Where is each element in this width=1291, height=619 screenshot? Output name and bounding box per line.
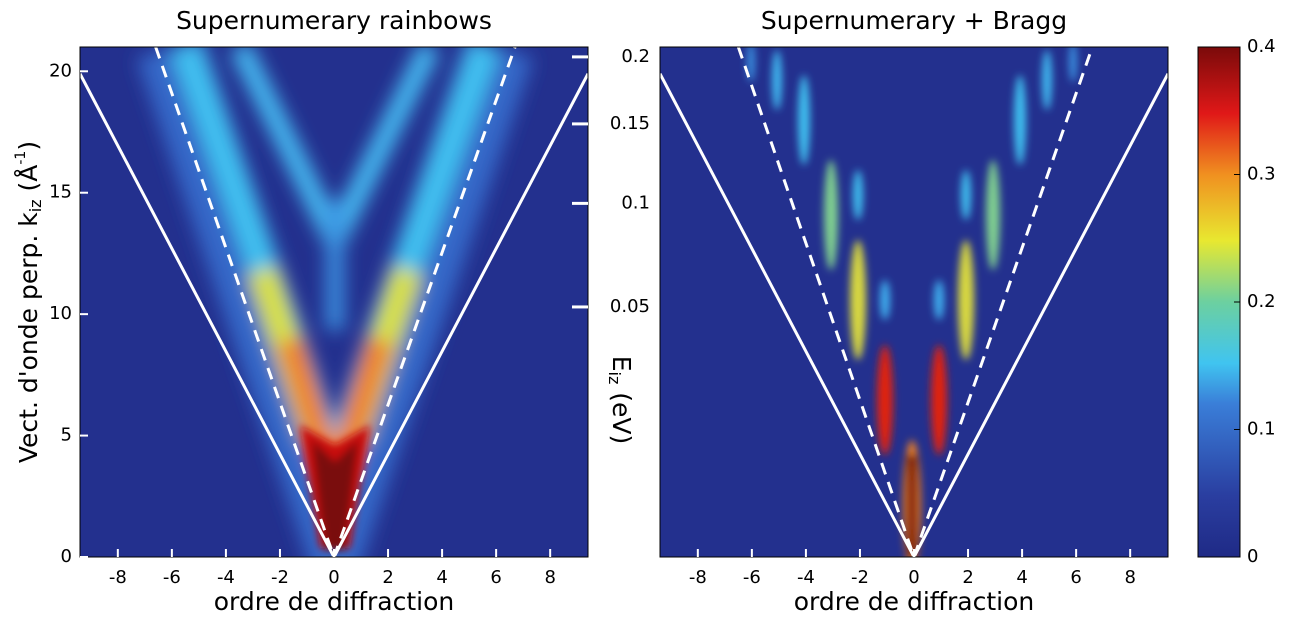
heatmap-left: [80, 47, 588, 557]
x-tick-label: 0: [908, 567, 919, 588]
x-tick-label: -6: [163, 567, 181, 588]
x-tick-label: 4: [1016, 567, 1027, 588]
y-axis-label-part: iz: [26, 199, 45, 212]
y-axis-label-part: -1: [13, 151, 29, 165]
y-tick-label: 10: [49, 303, 72, 324]
overlay-lines: [660, 47, 1168, 557]
y2-axis-label: Eiz (eV): [606, 356, 637, 445]
colorbar-tick-label: 0.1: [1247, 419, 1276, 440]
x-tick-label: 0: [328, 567, 339, 588]
y2-tick-label: 0.05: [610, 296, 650, 317]
boundary-line: [154, 47, 517, 557]
y-axis-label-part: ): [14, 141, 43, 151]
y2-tick-label: 0.1: [621, 192, 650, 213]
x-tick-label: 8: [544, 567, 555, 588]
y2-tick-label: 0.15: [610, 113, 650, 134]
x-axis-label: ordre de diffraction: [214, 587, 455, 616]
x-tick-label: 8: [1124, 567, 1135, 588]
x-tick-label: -6: [743, 567, 761, 588]
colorbar-tick-label: 0.2: [1247, 291, 1276, 312]
x-tick-label: 4: [436, 567, 447, 588]
y2-axis-label-part: (eV): [607, 384, 636, 444]
y2-axis-label-part: iz: [606, 372, 625, 385]
x-tick-label: -4: [217, 567, 235, 588]
chart-title: Supernumerary rainbows: [176, 6, 492, 35]
boundary-line: [660, 73, 1168, 557]
colorbar-tick-label: 0.3: [1247, 164, 1276, 185]
y2-tick-label: 0.2: [621, 46, 650, 67]
y-tick-label: 5: [61, 425, 72, 446]
x-tick-label: -2: [271, 567, 289, 588]
overlay-lines: [80, 47, 588, 557]
y-axis-label-part: (Å: [14, 165, 43, 200]
y-axis-label: Vect. d'onde perp. kiz (Å-1): [13, 141, 45, 463]
boundary-line: [80, 73, 588, 557]
colorbar-tick-label: 0: [1247, 546, 1258, 567]
x-tick-label: 2: [962, 567, 973, 588]
x-tick-label: -2: [851, 567, 869, 588]
x-tick-label: 6: [490, 567, 501, 588]
x-tick-label: -4: [797, 567, 815, 588]
x-tick-label: -8: [689, 567, 707, 588]
y-tick-label: 15: [49, 182, 72, 203]
heatmap-right: [660, 47, 1168, 557]
x-axis-label: ordre de diffraction: [794, 587, 1035, 616]
y2-axis-label-part: E: [607, 356, 636, 372]
y-axis-label-part: Vect. d'onde perp. k: [14, 212, 43, 463]
x-tick-label: -8: [109, 567, 127, 588]
colorbar-tick-label: 0.4: [1247, 36, 1276, 57]
y-tick-label: 20: [49, 60, 72, 81]
x-tick-label: 6: [1070, 567, 1081, 588]
x-tick-label: 2: [382, 567, 393, 588]
chart-title: Supernumerary + Bragg: [761, 6, 1067, 35]
y-tick-label: 0: [61, 546, 72, 567]
colorbar: [1197, 46, 1241, 558]
